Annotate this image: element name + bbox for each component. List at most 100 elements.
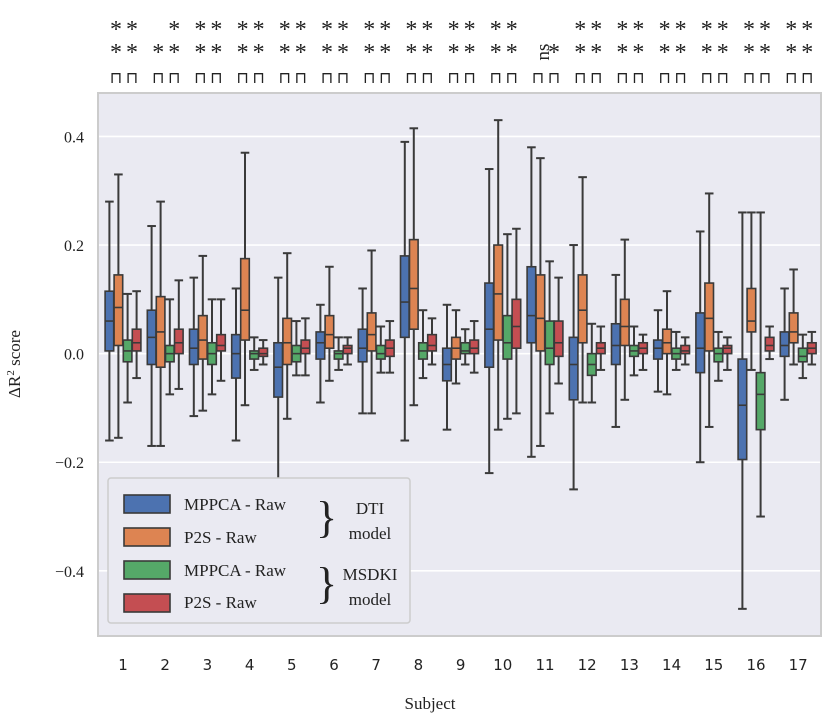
box-body bbox=[300, 339, 311, 355]
box-body bbox=[366, 312, 377, 352]
box-body bbox=[357, 328, 368, 363]
significance-bracket: ⊓ bbox=[321, 68, 333, 87]
legend-brace-msdki: } bbox=[316, 559, 337, 608]
y-tick-label: 0.2 bbox=[64, 238, 84, 255]
box-body bbox=[661, 328, 673, 355]
x-tick-label: 10 bbox=[493, 656, 512, 674]
significance-star: * bbox=[337, 40, 349, 66]
box-body bbox=[315, 331, 326, 360]
x-tick-label: 5 bbox=[287, 656, 297, 674]
box-body bbox=[258, 347, 269, 358]
legend: MPPCA - Raw P2S - Raw MPPCA - Raw P2S - … bbox=[107, 477, 411, 624]
legend-entry-p2s-msdki: P2S - Raw bbox=[184, 593, 257, 612]
significance-star: * bbox=[110, 17, 122, 43]
svg-text:ΔR2 score: ΔR2 score bbox=[5, 330, 24, 398]
significance-bracket: ⊓ bbox=[236, 68, 248, 87]
significance-bracket: ⊓ bbox=[658, 68, 670, 87]
significance-star: * bbox=[337, 17, 349, 43]
significance-star: * bbox=[295, 40, 307, 66]
significance-star: * bbox=[506, 17, 518, 43]
significance-star: * bbox=[321, 40, 333, 66]
x-tick-label: 12 bbox=[578, 656, 597, 674]
legend-swatch bbox=[123, 593, 171, 613]
x-tick-label: 14 bbox=[662, 656, 681, 674]
significance-star: * bbox=[168, 17, 180, 43]
x-tick-label: 1 bbox=[118, 656, 128, 674]
significance-star: * bbox=[110, 40, 122, 66]
significance-star: * bbox=[194, 17, 206, 43]
significance-star: * bbox=[237, 17, 249, 43]
legend-group-msdki-line1: MSDKI bbox=[343, 565, 398, 584]
box-body bbox=[493, 244, 504, 341]
box-body bbox=[215, 333, 227, 352]
box-body bbox=[680, 344, 691, 355]
x-tick-label: 11 bbox=[535, 656, 554, 674]
significance-bracket: ⊓ bbox=[701, 68, 713, 87]
box-body bbox=[273, 341, 284, 398]
box-body bbox=[797, 347, 808, 363]
significance-star: * bbox=[801, 17, 813, 43]
significance-star: * bbox=[363, 40, 375, 66]
box-body bbox=[695, 312, 706, 374]
significance-star: * bbox=[743, 40, 755, 66]
legend-group-dti-line1: DTI bbox=[356, 499, 385, 518]
x-tick-label: 17 bbox=[789, 656, 808, 674]
box-series bbox=[104, 119, 817, 610]
significance-star: * bbox=[253, 40, 265, 66]
significance-star: * bbox=[448, 40, 460, 66]
box-body bbox=[704, 282, 715, 352]
significance-star: * bbox=[379, 40, 391, 66]
legend-entry-mppca-msdki: MPPCA - Raw bbox=[184, 561, 287, 580]
x-tick-labels: 1 2 3 4 5 6 7 8 9 10 11 12 13 14 15 16 17 bbox=[118, 656, 808, 674]
significance-star: * bbox=[448, 17, 460, 43]
significance-bracket: ⊓ bbox=[490, 68, 502, 87]
legend-group-msdki-line2: model bbox=[349, 590, 392, 609]
significance-label: ns bbox=[533, 44, 554, 61]
significance-bracket: ⊓ bbox=[759, 68, 771, 87]
box-body bbox=[755, 371, 766, 431]
box-body bbox=[173, 328, 184, 355]
significance-bracket: ⊓ bbox=[405, 68, 417, 87]
significance-star: * bbox=[574, 17, 586, 43]
legend-brace-dti: } bbox=[316, 493, 337, 542]
significance-star: * bbox=[590, 40, 602, 66]
significance-bracket: ⊓ bbox=[421, 68, 433, 87]
box-body bbox=[764, 336, 775, 352]
significance-star: * bbox=[194, 40, 206, 66]
legend-entry-mppca-dti: MPPCA - Raw bbox=[184, 495, 287, 514]
significance-star: * bbox=[743, 17, 755, 43]
significance-bracket: ⊓ bbox=[337, 68, 349, 87]
significance-star: * bbox=[675, 17, 687, 43]
significance-star: * bbox=[659, 17, 671, 43]
box-body bbox=[511, 298, 522, 350]
y-tick-label: −0.2 bbox=[55, 455, 84, 472]
x-tick-label: 8 bbox=[414, 656, 424, 674]
significance-bracket: ⊓ bbox=[279, 68, 291, 87]
significance-star: * bbox=[701, 17, 713, 43]
significance-star: * bbox=[490, 17, 502, 43]
box-body bbox=[426, 333, 438, 352]
legend-swatch bbox=[123, 527, 171, 547]
x-tick-label: 9 bbox=[456, 656, 466, 674]
box-body bbox=[239, 257, 251, 341]
significance-star: * bbox=[701, 40, 713, 66]
y-tick-label: −0.4 bbox=[55, 564, 84, 581]
significance-star: * bbox=[759, 17, 771, 43]
significance-star: * bbox=[464, 17, 476, 43]
significance-bracket: ⊓ bbox=[743, 68, 755, 87]
box-body bbox=[113, 274, 124, 347]
significance-bracket: ⊓ bbox=[463, 68, 475, 87]
significance-star: * bbox=[506, 40, 518, 66]
significance-star: * bbox=[548, 40, 560, 66]
significance-star: * bbox=[574, 40, 586, 66]
box-body bbox=[713, 347, 724, 363]
box-body bbox=[282, 317, 293, 366]
legend-entry-p2s-dti: P2S - Raw bbox=[184, 528, 257, 547]
y-axis-label-prefix: ΔR bbox=[5, 375, 24, 398]
y-axis-label-suffix: score bbox=[5, 330, 24, 370]
series-0 bbox=[104, 140, 790, 610]
x-tick-label: 13 bbox=[620, 656, 639, 674]
legend-swatches bbox=[123, 494, 171, 613]
x-tick-label: 7 bbox=[371, 656, 381, 674]
y-tick-labels: 0.4 0.2 0.0 −0.2 −0.4 bbox=[55, 129, 84, 580]
